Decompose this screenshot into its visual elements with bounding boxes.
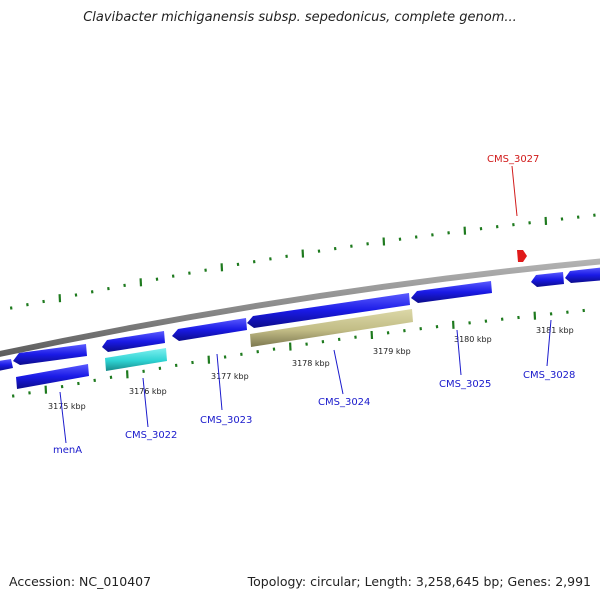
genome-backbone — [0, 258, 600, 357]
gene-label-cms3022[interactable]: CMS_3022 — [125, 430, 177, 441]
gene-feature[interactable] — [250, 309, 413, 347]
gene-feature[interactable] — [565, 267, 600, 283]
gene-label-mena[interactable]: menA — [53, 445, 82, 456]
gene-label-cms3028[interactable]: CMS_3028 — [523, 370, 575, 381]
ruler-label-3181: 3181 kbp — [536, 326, 574, 335]
ruler-label-3180: 3180 kbp — [454, 335, 492, 344]
gene-label-cms3025[interactable]: CMS_3025 — [439, 379, 491, 390]
ruler-label-3178: 3178 kbp — [292, 359, 330, 368]
ruler-label-3175: 3175 kbp — [48, 402, 86, 411]
callout-line-cms3025 — [456, 329, 462, 376]
gene-label-cms3023[interactable]: CMS_3023 — [200, 415, 252, 426]
gene-feature[interactable] — [172, 318, 247, 341]
gene-feature[interactable] — [102, 331, 165, 352]
callout-line-mena — [59, 391, 67, 444]
gene-label-cms3024[interactable]: CMS_3024 — [318, 397, 370, 408]
gene-feature[interactable] — [247, 293, 410, 328]
gene-feature[interactable] — [16, 364, 89, 389]
callout-line-cms3022 — [142, 377, 149, 428]
gene-label-cms3027[interactable]: CMS_3027 — [487, 154, 539, 165]
gene-feature[interactable] — [13, 344, 87, 365]
callout-lines — [59, 165, 552, 444]
gene-group-upper[interactable] — [0, 267, 600, 371]
gene-group-lower[interactable] — [16, 309, 413, 389]
inner-tick-row — [11, 308, 585, 398]
ruler-labels: 3175 kbp 3176 kbp 3177 kbp 3178 kbp 3179… — [48, 326, 574, 411]
gene-feature-cms3027[interactable] — [517, 250, 527, 262]
accession-text: Accession: NC_010407 — [9, 574, 152, 589]
gene-feature[interactable] — [0, 359, 13, 371]
ruler-label-3177: 3177 kbp — [211, 372, 249, 381]
gene-feature[interactable] — [411, 281, 492, 303]
genome-title: Clavibacter michiganensis subsp. sepedon… — [83, 10, 517, 25]
gene-feature[interactable] — [531, 272, 564, 287]
ruler-label-3176: 3176 kbp — [129, 387, 167, 396]
callout-line-cms3024 — [333, 349, 344, 395]
outer-tick-row — [9, 213, 596, 310]
callout-line-cms3023 — [216, 353, 223, 411]
gene-labels: menA CMS_3022 CMS_3023 CMS_3024 CMS_3025… — [53, 154, 575, 456]
callout-line-cms3027 — [511, 165, 518, 217]
callout-line-cms3028 — [546, 319, 552, 367]
genome-stats-text: Topology: circular; Length: 3,258,645 bp… — [247, 574, 591, 589]
ruler-label-3179: 3179 kbp — [373, 347, 411, 356]
gene-feature[interactable] — [105, 348, 167, 371]
